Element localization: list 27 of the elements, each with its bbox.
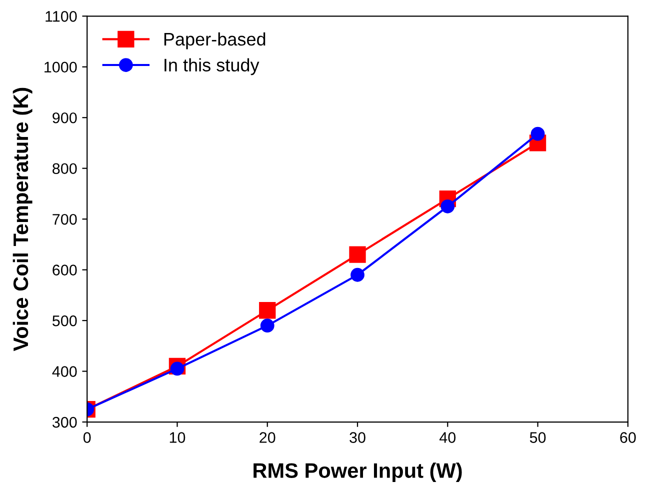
y-tick-label: 1100 (46, 11, 77, 22)
y-tick-label: 700 (52, 214, 77, 225)
x-tick-label: 50 (530, 432, 546, 443)
x-axis-title: RMS Power Input (W) (254, 462, 462, 482)
y-tick-label: 800 (52, 163, 77, 174)
point (349, 246, 366, 263)
y-tick-label: 500 (52, 315, 77, 326)
x-tick-label: 0 (83, 432, 91, 443)
y-axis-title: Voice Coil Temperature (K) (12, 88, 32, 352)
y-tick-label: 1000 (44, 62, 77, 73)
y-tick-label: 300 (52, 416, 77, 428)
x-tick-label: 60 (620, 432, 636, 443)
x-tick-label: 10 (170, 432, 186, 443)
point (440, 199, 455, 214)
y-tick-label: 900 (52, 112, 77, 124)
x-tick-label: 30 (350, 432, 366, 443)
point (350, 268, 364, 282)
y-tick-label: 400 (52, 366, 77, 377)
point (260, 318, 274, 333)
point (259, 302, 276, 319)
point (530, 126, 545, 141)
y-tick-label: 600 (52, 264, 77, 276)
legend-label: Paper-based (164, 32, 266, 50)
legend-label: In this study (164, 58, 260, 76)
point (170, 362, 184, 376)
x-tick-label: 40 (439, 432, 456, 443)
x-tick-label: 20 (260, 432, 276, 443)
